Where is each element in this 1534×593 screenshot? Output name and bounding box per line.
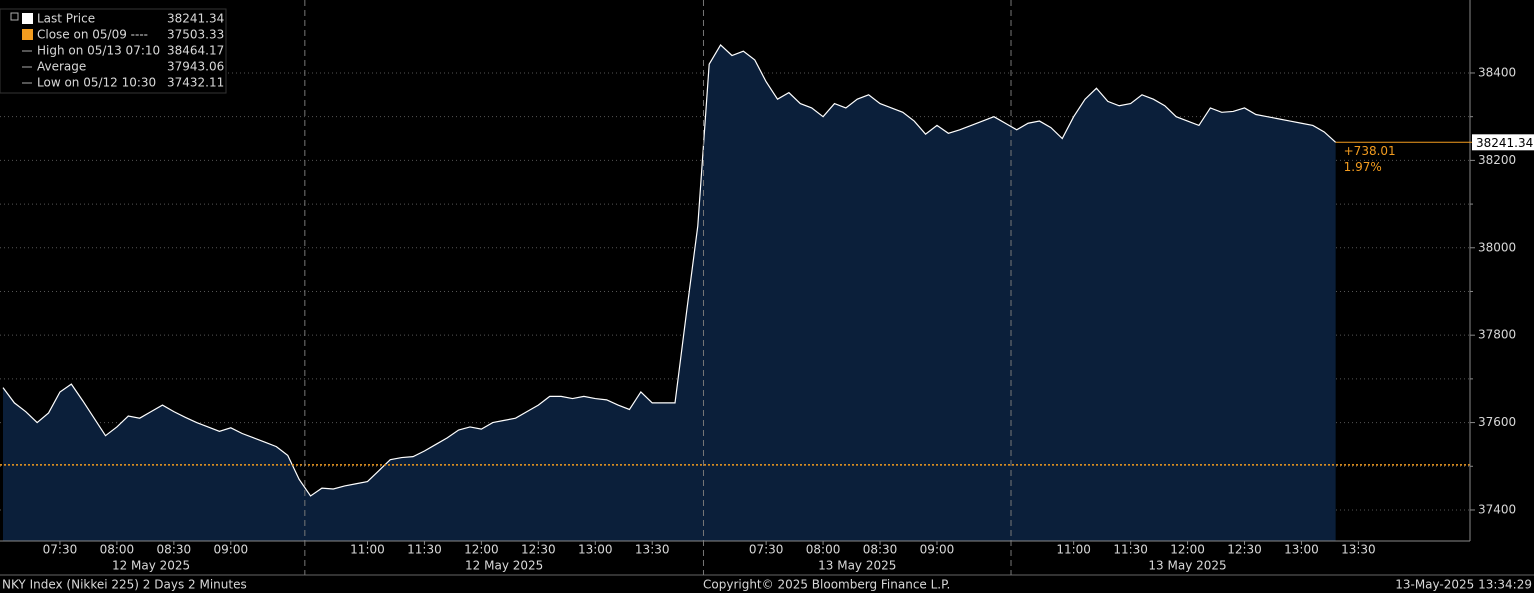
y-tick-label: 38400 [1478,65,1516,79]
legend-value: 37503.33 [167,28,224,42]
y-tick-label: 37600 [1478,415,1516,429]
legend-value: 37432.11 [167,76,224,90]
x-tick-label: 11:00 [350,543,385,557]
x-tick-label: 09:00 [214,543,249,557]
x-tick-label: 11:30 [407,543,442,557]
x-tick-label: 13:00 [1284,543,1319,557]
legend-box [0,8,227,94]
price-line [2,43,1337,497]
y-tick-label: 38000 [1478,240,1516,254]
change-label: +738.01 [1344,144,1396,158]
legend-value: 38241.34 [167,12,224,26]
change-pct-label: 1.97% [1344,160,1382,174]
x-tick-label: 12:00 [464,543,499,557]
x-group-label: 13 May 2025 [818,559,896,573]
legend-label: Average [37,60,86,74]
last-price-box [1472,134,1534,151]
x-group-label: 12 May 2025 [465,559,543,573]
x-tick-label: 08:30 [863,543,898,557]
x-tick-label: 08:30 [157,543,192,557]
legend-label: Last Price [37,12,95,26]
legend-label: Low on 05/12 10:30 [37,76,156,90]
x-tick-label: 08:00 [806,543,841,557]
x-tick-label: 11:30 [1113,543,1148,557]
x-tick-label: 07:30 [749,543,784,557]
legend-swatch [22,13,33,24]
area [3,44,1336,541]
x-group-label: 12 May 2025 [112,559,190,573]
footer-right: 13-May-2025 13:34:29 [1395,578,1532,592]
x-tick-label: 12:30 [521,543,556,557]
y-tick-label: 38200 [1478,153,1516,167]
x-tick-label: 09:00 [920,543,955,557]
y-tick-label: 37800 [1478,328,1516,342]
legend-swatch [22,29,33,40]
legend-value: 38464.17 [167,44,224,58]
footer-left: NKY Index (Nikkei 225) 2 Days 2 Minutes [2,578,247,592]
x-tick-label: 08:00 [100,543,135,557]
y-tick-label: 37400 [1478,502,1516,516]
x-tick-label: 07:30 [43,543,78,557]
legend-label: Close on 05/09 ---- [37,28,148,42]
legend-value: 37943.06 [167,60,224,74]
x-tick-label: 13:00 [578,543,613,557]
x-group-label: 13 May 2025 [1148,559,1226,573]
x-tick-label: 13:30 [635,543,670,557]
legend-collapse [10,12,19,21]
x-tick-label: 13:30 [1341,543,1376,557]
last-price-label: 38241.34 [1476,136,1533,150]
x-tick-label: 11:00 [1056,543,1091,557]
legend-label: High on 05/13 07:10 [37,44,160,58]
footer-center: Copyright© 2025 Bloomberg Finance L.P. [703,578,950,592]
x-tick-label: 12:30 [1227,543,1262,557]
x-tick-label: 12:00 [1170,543,1205,557]
